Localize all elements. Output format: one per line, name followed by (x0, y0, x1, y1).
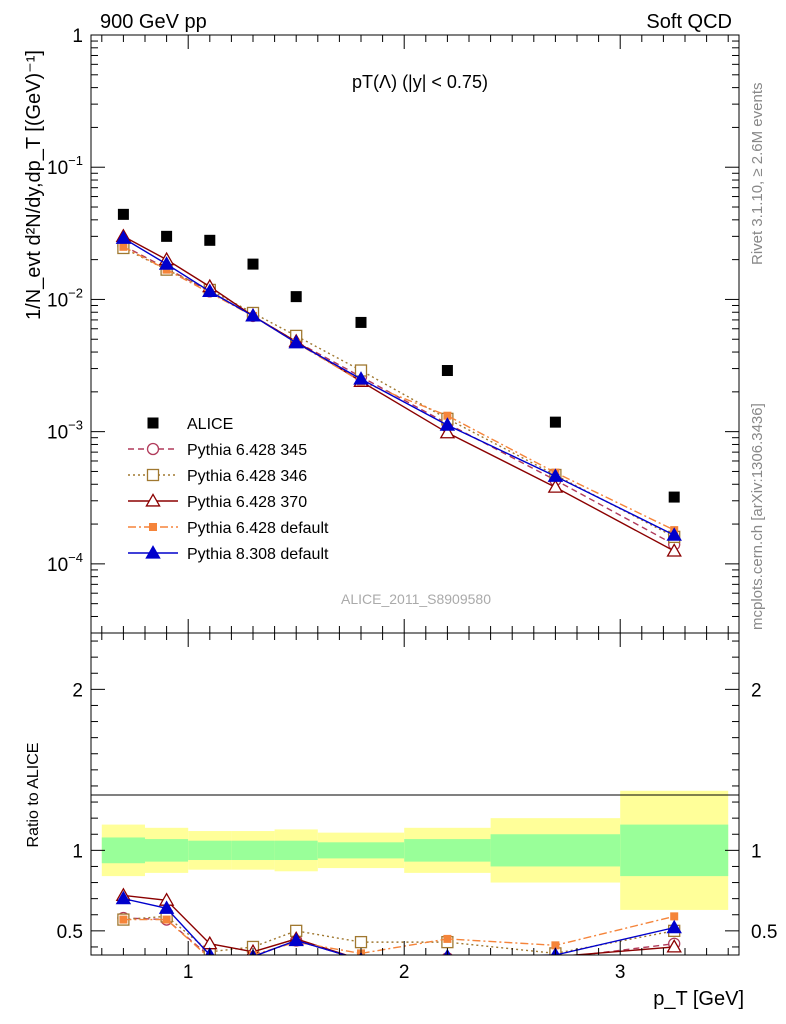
point-alice (247, 258, 259, 270)
header-left-label: 900 GeV pp (100, 11, 207, 33)
point-alice (204, 234, 216, 246)
ratio-point-p8def (666, 919, 682, 934)
point-p8def (245, 308, 261, 322)
point-alice (549, 416, 561, 428)
band-green (145, 839, 189, 862)
ratio-series-p370 (115, 887, 682, 955)
ratio-point-p346 (354, 935, 368, 949)
point-alice (117, 208, 129, 220)
band-green (490, 834, 621, 867)
point-p6def (443, 411, 452, 420)
chart-title: pT(Λ) (|y| < 0.75) (352, 72, 488, 92)
series-alice (117, 208, 680, 503)
main-y-tick-label: 10−2 (47, 285, 83, 311)
x-tick-label: 2 (399, 962, 410, 983)
point-p8def (353, 371, 369, 385)
x-tick-label: 1 (183, 962, 194, 983)
point-p370 (666, 543, 682, 557)
legend-marker-p8def (145, 545, 161, 559)
ratio-point-p8def (158, 900, 175, 914)
band-green (101, 837, 145, 864)
ratio-y-axis-label: Ratio to ALICE (25, 743, 42, 848)
legend-label-p345: Pythia 6.428 345 (187, 442, 307, 459)
band-green (620, 824, 729, 877)
ratio-y-tick-label: 2 (72, 680, 83, 701)
legend-label-p8def: Pythia 8.308 default (187, 546, 329, 563)
ratio-series-p8def (115, 890, 682, 955)
point-p6def (119, 242, 128, 251)
band-green (274, 840, 318, 861)
ratio-point-p6def (551, 941, 560, 950)
point-p8def (115, 230, 132, 244)
band-green (317, 842, 405, 859)
point-p8def (439, 417, 456, 431)
legend-marker-p345 (146, 442, 160, 456)
rivet-side-label: Rivet 3.1.10, ≥ 2.6M events (749, 83, 766, 266)
ratio-y-tick-label-right: 2 (751, 680, 762, 701)
point-p8def (288, 334, 304, 349)
point-p370 (547, 479, 564, 493)
legend-label-p6def: Pythia 6.428 default (187, 520, 329, 537)
ratio-panel: 0.5 0.5 1 1 2 2 1 2 3 (57, 632, 777, 983)
legend-label-p346: Pythia 6.428 346 (187, 468, 307, 485)
ratio-y-tick-label: 1 (72, 841, 83, 862)
legend-marker-alice (147, 417, 159, 429)
main-y-tick-label: 10−1 (47, 153, 83, 179)
ratio-point-p6def (670, 912, 679, 921)
ratio-y-tick-label: 0.5 (57, 922, 83, 943)
line-p345 (123, 245, 675, 546)
point-p8def (666, 527, 682, 541)
ratio-line-p345 (123, 917, 675, 955)
ratio-point-p8def (115, 890, 132, 905)
analysis-watermark: ALICE_2011_S8909580 (341, 591, 491, 607)
x-tick-label: 3 (615, 962, 626, 983)
point-alice (355, 316, 367, 328)
main-y-axis-label: 1/N_evt d²N/dy,dp_T [(GeV)⁻¹] (23, 50, 45, 320)
legend-marker-p346 (146, 468, 160, 482)
mcplots-side-label: mcplots.cern.ch [arXiv:1306.3436] (749, 403, 766, 630)
main-y-tick-label: 10−3 (47, 418, 83, 444)
point-alice (290, 291, 302, 303)
band-green (231, 840, 275, 861)
ratio-y-tick-label-right: 1 (751, 841, 762, 862)
ratio-line-p346 (123, 915, 675, 955)
ratio-frame (90, 632, 740, 956)
ratio-point-p6def (443, 934, 452, 943)
band-green (404, 839, 491, 862)
header-right-label: Soft QCD (646, 11, 732, 33)
point-p8def (547, 468, 564, 482)
point-alice (668, 491, 680, 503)
main-y-tick-label: 10−4 (47, 550, 83, 576)
legend-marker-p370 (145, 493, 161, 507)
ratio-line-p8def (123, 897, 675, 955)
band-green (188, 840, 232, 861)
legend-marker-p6def (149, 523, 157, 531)
ratio-point-p6def (119, 915, 128, 924)
series-p8def (115, 230, 682, 541)
ratio-point-p6def (162, 915, 171, 924)
ratio-point-p8def (288, 932, 304, 947)
ratio-series-p345 (117, 911, 681, 955)
main-frame (90, 34, 740, 634)
legend-label-p370: Pythia 6.428 370 (187, 494, 307, 511)
x-axis-label: p_T [GeV] (653, 988, 744, 1010)
main-panel: 1 10−1 10−2 10−3 10−4 (47, 26, 740, 634)
main-y-tick-label: 1 (72, 26, 83, 47)
ratio-point-p345 (357, 953, 365, 955)
point-p8def (202, 283, 218, 298)
ratio-y-tick-label-right: 0.5 (751, 922, 777, 943)
ratio-point-p370 (666, 939, 682, 953)
point-alice (441, 365, 453, 377)
point-p370 (439, 424, 456, 439)
legend-label-alice: ALICE (187, 416, 233, 433)
legend: ALICE Pythia 6.428 345 Pythia 6.428 346 Pyt… (128, 416, 329, 563)
point-alice (161, 230, 173, 242)
point-p8def (158, 256, 175, 270)
